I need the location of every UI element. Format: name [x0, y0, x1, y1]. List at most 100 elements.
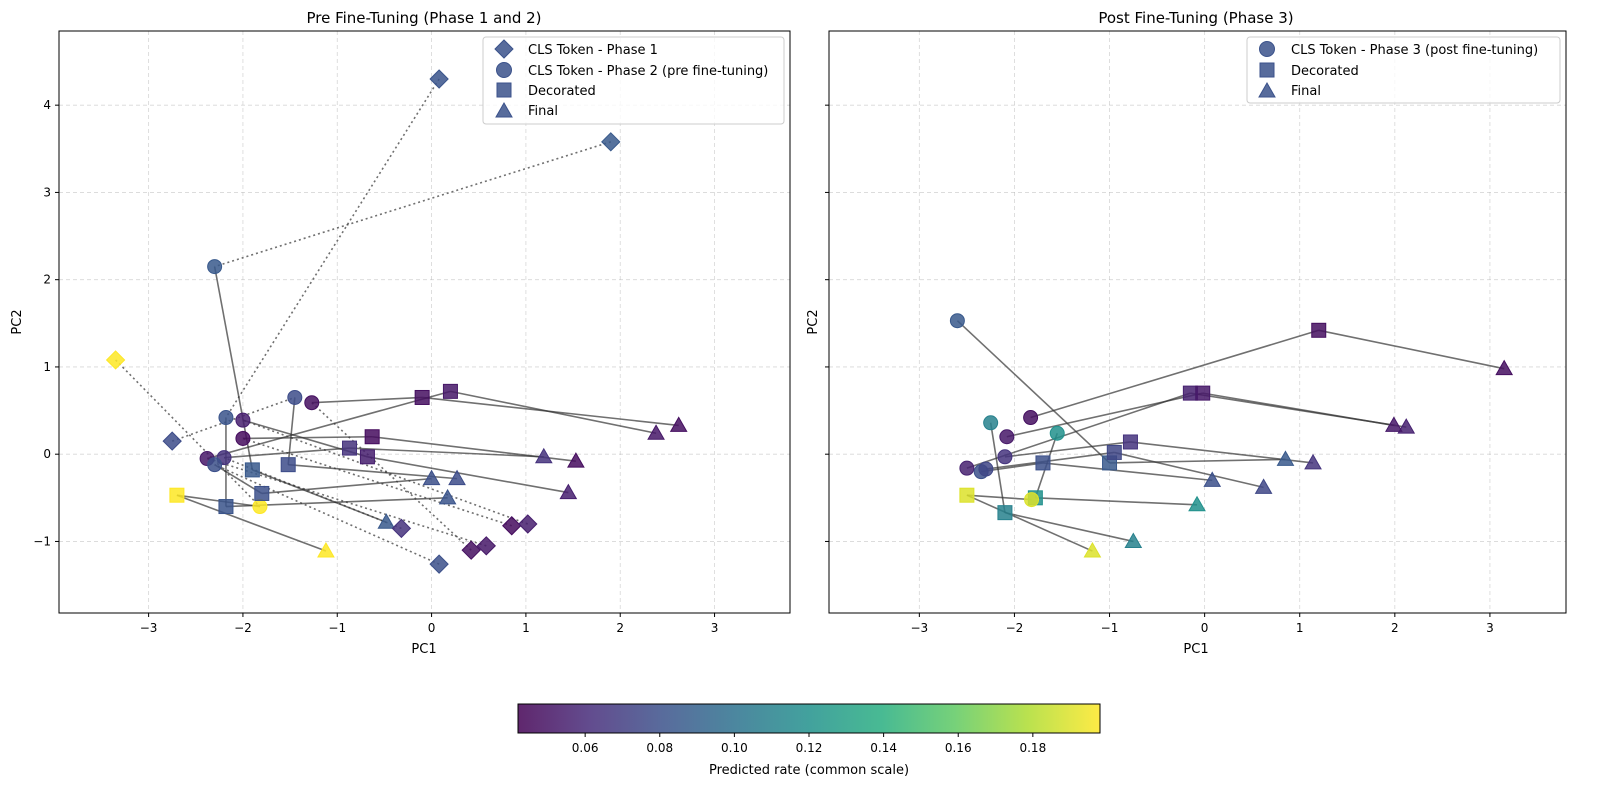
colorbar-tick-label: 0.18: [1019, 741, 1046, 755]
cls-phase1-point: [601, 132, 621, 152]
phase-shift-line: [171, 396, 296, 442]
panel-2-xlabel: PC1: [1183, 642, 1208, 657]
x-tick-label: 3: [711, 621, 719, 635]
decorated-point: [169, 487, 185, 503]
phase-shift-line: [115, 359, 261, 508]
colorbar-tick-label: 0.14: [870, 741, 897, 755]
final-point: [1254, 478, 1273, 494]
decorated-point: [218, 499, 234, 515]
cls-token-point: [997, 449, 1013, 465]
legend-label: CLS Token - Phase 1: [528, 43, 658, 58]
legend-triangle-marker: [1258, 81, 1276, 98]
panel-2-frame: [828, 30, 1567, 614]
final-point: [377, 513, 396, 529]
trajectory-line: [1035, 497, 1198, 506]
panel-1-axes: [59, 31, 790, 613]
colorbar-tick-label: 0.10: [721, 741, 748, 755]
cls-token-point: [1049, 425, 1065, 441]
colorbar-tick-label: 0.16: [945, 741, 972, 755]
legend-diamond-marker: [494, 39, 514, 59]
cls-token-point: [207, 457, 223, 473]
cls-phase1-point: [518, 514, 538, 534]
final-point: [1124, 532, 1143, 548]
decorated-point: [414, 389, 430, 405]
legend-square-marker: [1259, 62, 1275, 78]
decorated-point: [997, 505, 1013, 521]
final-point: [317, 542, 335, 558]
legend-square-marker: [496, 82, 512, 98]
phase-shift-line: [206, 457, 487, 547]
trajectory-line: [966, 494, 1093, 552]
x-tick-label: 1: [522, 621, 530, 635]
final-point: [534, 447, 553, 464]
decorated-point: [342, 440, 358, 456]
colorbar: 0.06 0.08 0.10 0.12 0.14 0.16 0.18 Predicted r…: [517, 703, 1101, 778]
decorated-point: [254, 485, 270, 501]
y-tick-label: 0: [43, 447, 51, 461]
x-tick-label: −1: [1101, 621, 1119, 635]
final-point: [1495, 359, 1514, 376]
final-point: [1083, 542, 1102, 558]
x-tick-label: −2: [234, 621, 252, 635]
decorated-point: [1035, 455, 1051, 471]
cls-token-point: [999, 429, 1015, 445]
cls-token-point: [235, 430, 251, 446]
cls-phase1-point: [429, 554, 449, 574]
trajectory-line: [450, 390, 657, 435]
cls-phase1-point: [429, 69, 449, 89]
legend-triangle-marker: [495, 101, 513, 118]
panel-2-points: [949, 313, 1514, 558]
cls-token-point: [1023, 410, 1039, 426]
panel-1-frame: [58, 30, 791, 614]
final-point: [1276, 450, 1295, 466]
cls-phase1-point: [502, 516, 522, 536]
phase-shift-line: [223, 456, 402, 530]
x-tick-label: −1: [328, 621, 346, 635]
trajectory-line: [261, 477, 432, 495]
legend-label: CLS Token - Phase 3 (post fine-tuning): [1291, 43, 1538, 58]
panel-post-fine-tuning: Post Fine-Tuning (Phase 3) −3 −2 −1 0 1 2 3 PC…: [806, 9, 1567, 657]
final-point: [1304, 453, 1322, 470]
trajectory-line: [176, 494, 261, 508]
panel-1-title: Pre Fine-Tuning (Phase 1 and 2): [306, 9, 541, 27]
decorated-point: [1195, 385, 1211, 401]
final-point: [647, 424, 665, 440]
decorated-point: [442, 383, 458, 399]
final-point: [448, 469, 466, 486]
cls-token-point: [1024, 492, 1040, 508]
trajectory-line: [367, 456, 569, 494]
trajectory-line: [1042, 462, 1213, 482]
x-tick-label: −2: [1006, 621, 1024, 635]
legend-circle-marker: [496, 62, 512, 78]
trajectory-line: [311, 396, 423, 404]
final-point: [1397, 418, 1416, 434]
panel-2-ylabel: PC2: [806, 309, 821, 334]
legend-label: CLS Token - Phase 2 (pre fine-tuning): [528, 64, 768, 79]
x-tick-label: 0: [1201, 621, 1209, 635]
decorated-point: [359, 449, 375, 465]
trajectory-line: [176, 494, 327, 552]
phase-shift-line: [225, 78, 440, 418]
final-point: [1203, 471, 1222, 487]
panel-pre-fine-tuning: Pre Fine-Tuning (Phase 1 and 2) −3 −2 −1 0 1…: [10, 9, 791, 657]
trajectory-line: [214, 463, 263, 495]
colorbar-ticks: 0.06 0.08 0.10 0.12 0.14 0.16 0.18: [572, 733, 1046, 755]
panel-1-ylabel: PC2: [10, 309, 25, 334]
phase-shift-line: [214, 141, 612, 268]
cls-token-point: [207, 259, 223, 275]
trajectory-line: [1109, 458, 1286, 464]
panel-1-points: [105, 69, 688, 574]
legend-label: Decorated: [1291, 64, 1359, 79]
trajectory-line: [1030, 329, 1319, 419]
cls-phase1-point: [391, 518, 412, 539]
cls-token-point: [949, 313, 965, 329]
x-tick-label: −3: [140, 621, 158, 635]
cls-phase1-point: [476, 536, 496, 556]
decorated-point: [1311, 322, 1327, 338]
trajectory-line: [1004, 511, 1134, 543]
final-point: [669, 416, 688, 432]
trajectory-line: [966, 494, 1032, 501]
x-tick-label: −3: [910, 621, 928, 635]
cls-phase1-point: [461, 540, 481, 560]
